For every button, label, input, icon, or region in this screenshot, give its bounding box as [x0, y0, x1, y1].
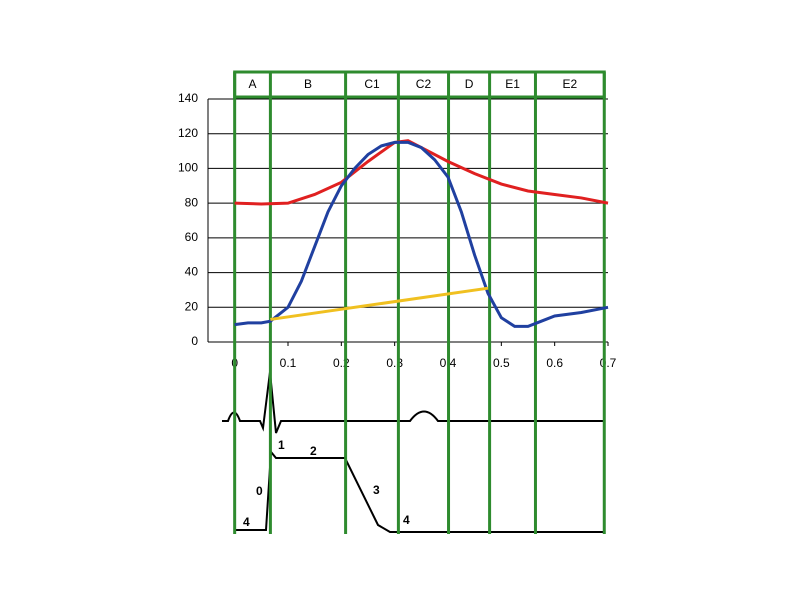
- ap-labels: 4 0 1 2 3 4: [243, 438, 410, 529]
- y-tick-label: 20: [185, 299, 199, 313]
- phase-label: C2: [416, 77, 432, 91]
- ap-phase-label: 4: [243, 515, 250, 529]
- series-line: [234, 139, 609, 206]
- y-tick-label: 140: [178, 91, 198, 105]
- y-tick-label: 80: [185, 195, 199, 209]
- phase-label: A: [249, 77, 257, 91]
- y-tick-label: 0: [191, 334, 198, 348]
- x-tick-label: 0.1: [280, 356, 297, 370]
- ap-phase-label: 4: [403, 513, 410, 527]
- y-tick-label: 120: [178, 126, 198, 140]
- series-line: [234, 140, 609, 328]
- phase-label: E2: [563, 77, 578, 91]
- x-tick-label: 0.3: [386, 356, 403, 370]
- x-tick-label: 0.6: [546, 356, 563, 370]
- ecg-trace: [222, 371, 604, 434]
- series-line: [270, 286, 489, 321]
- ap-phase-label: 1: [278, 438, 285, 452]
- phase-label: E1: [505, 77, 520, 91]
- phase-label: B: [304, 77, 312, 91]
- ap-phase-label: 3: [373, 483, 380, 497]
- x-tick-label: 0.7: [600, 356, 617, 370]
- y-tick-label: 100: [178, 161, 198, 175]
- x-tick-label: 0.2: [333, 356, 350, 370]
- y-tick-label: 60: [185, 230, 199, 244]
- ap-phase-label: 2: [310, 444, 317, 458]
- y-tick-label: 40: [185, 265, 199, 279]
- phase-label: C1: [364, 77, 380, 91]
- action-potential-trace: [234, 449, 604, 533]
- phase-label: D: [465, 77, 474, 91]
- ap-phase-label: 0: [256, 484, 263, 498]
- x-tick-label: 0.5: [493, 356, 510, 370]
